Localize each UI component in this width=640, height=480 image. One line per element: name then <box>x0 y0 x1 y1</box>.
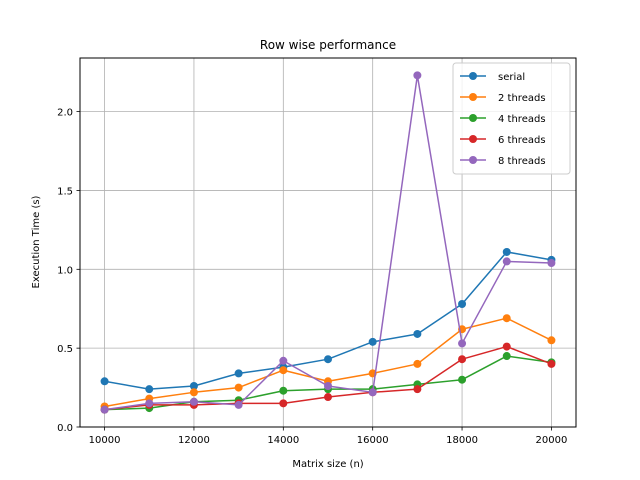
y-tick-label: 2.0 <box>57 108 73 119</box>
data-point <box>234 369 243 378</box>
data-point <box>100 377 109 386</box>
x-tick-label: 14000 <box>267 435 299 446</box>
data-point <box>458 355 467 364</box>
legend-swatch-marker <box>469 135 477 143</box>
x-tick-label: 12000 <box>178 435 210 446</box>
data-point <box>324 355 332 364</box>
data-point <box>502 342 511 351</box>
data-point <box>100 405 109 414</box>
data-point <box>189 388 198 397</box>
data-point <box>279 356 288 365</box>
data-point <box>502 352 511 361</box>
y-tick-label: 1.5 <box>57 186 73 197</box>
data-point <box>189 382 198 390</box>
y-axis-ticks: 0.0 0.5 1.0 1.5 2.0 <box>57 108 80 434</box>
data-point <box>413 359 422 368</box>
data-point <box>145 399 154 408</box>
data-point <box>547 336 556 345</box>
data-point <box>502 314 511 323</box>
legend-label: 6 threads <box>498 135 546 146</box>
x-axis-ticks: 10000 12000 14000 16000 18000 20000 <box>89 427 568 446</box>
data-point <box>145 385 154 394</box>
legend-swatch-marker <box>469 93 477 101</box>
data-point <box>234 400 243 409</box>
y-tick-label: 1.0 <box>57 265 73 276</box>
legend: serial 2 threads 4 threads 6 threads 8 threa… <box>452 62 571 175</box>
data-point <box>368 388 377 397</box>
data-point <box>279 366 288 375</box>
data-point <box>502 247 511 256</box>
y-tick-label: 0.5 <box>57 344 73 355</box>
x-tick-label: 20000 <box>536 435 568 446</box>
x-tick-label: 16000 <box>357 435 389 446</box>
series-layer <box>100 71 556 414</box>
chart-title: Row wise performance <box>260 38 396 52</box>
data-point <box>189 397 198 406</box>
legend-label: 2 threads <box>498 93 546 104</box>
legend-label: serial <box>498 72 525 83</box>
data-point <box>324 393 332 402</box>
data-point <box>547 259 556 267</box>
data-point <box>413 71 422 80</box>
x-tick-label: 18000 <box>446 435 478 446</box>
data-point <box>413 329 422 338</box>
legend-swatch-marker <box>469 156 477 164</box>
data-point <box>458 339 467 348</box>
data-point <box>547 359 556 368</box>
legend-label: 8 threads <box>498 156 546 167</box>
data-point <box>324 382 332 390</box>
legend-box <box>452 62 571 175</box>
data-point <box>458 300 467 308</box>
x-tick-label: 10000 <box>89 435 121 446</box>
legend-swatch-marker <box>469 72 477 80</box>
data-point <box>368 337 377 346</box>
plot-frame <box>79 57 577 428</box>
legend-label: 4 threads <box>498 114 546 125</box>
data-point <box>234 383 243 392</box>
y-tick-label: 0.0 <box>57 423 73 434</box>
data-point <box>413 385 422 394</box>
x-axis-label: Matrix size (n) <box>292 459 363 470</box>
data-point <box>279 386 288 395</box>
data-point <box>502 257 511 266</box>
data-point <box>458 375 467 384</box>
y-axis-label: Execution Time (s) <box>31 195 42 288</box>
data-point <box>279 399 288 408</box>
legend-swatch-marker <box>469 114 477 122</box>
